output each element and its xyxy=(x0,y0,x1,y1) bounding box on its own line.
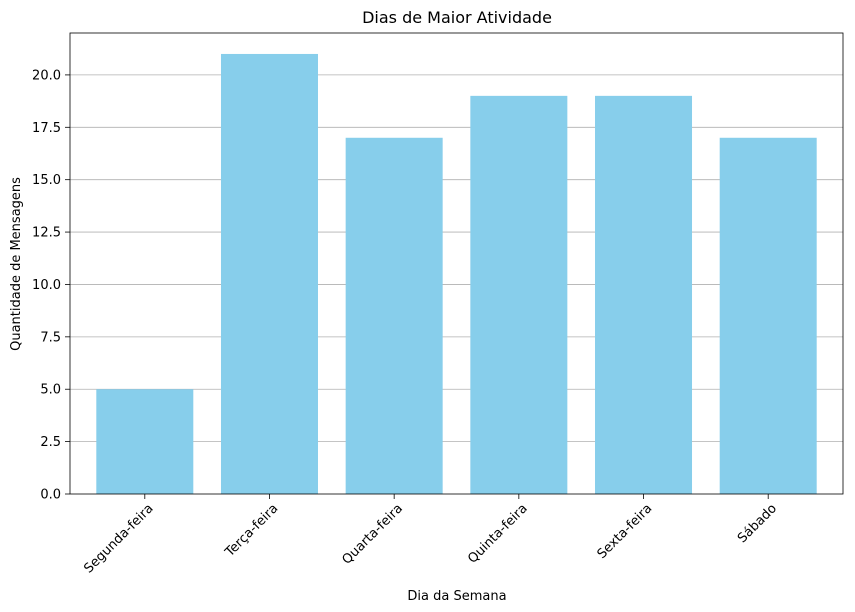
chart-title: Dias de Maior Atividade xyxy=(362,8,552,27)
x-tick-label: Quarta-feira xyxy=(339,501,406,568)
bars xyxy=(96,53,817,495)
x-tick-label: Sexta-feira xyxy=(595,501,656,562)
y-tick-label: 17.5 xyxy=(32,121,61,136)
y-axis-title: Quantidade de Mensagens xyxy=(9,177,24,351)
x-axis-title: Dia da Semana xyxy=(407,589,506,604)
x-tick-label: Sábado xyxy=(735,501,780,546)
y-tick-label: 5.0 xyxy=(40,383,61,398)
y-tick-label: 15.0 xyxy=(32,173,61,188)
bar-s-bado xyxy=(719,137,817,495)
y-tick-label: 10.0 xyxy=(32,278,61,293)
y-tick-label: 7.5 xyxy=(40,330,61,345)
y-tick-label: 12.5 xyxy=(32,226,61,241)
x-tick-label: Quinta-feira xyxy=(465,501,530,566)
grid-lines xyxy=(70,74,843,443)
bar-quarta-feira xyxy=(345,137,443,495)
bar-segunda-feira xyxy=(96,389,194,494)
x-tick-label: Segunda-feira xyxy=(81,501,156,576)
y-axis: 0.0 2.5 5.0 7.5 10.0 12.5 15.0 17.5 20.0 xyxy=(32,68,70,503)
y-tick-label: 0.0 xyxy=(40,488,61,503)
y-tick-label: 20.0 xyxy=(32,68,61,83)
bar-sexta-feira xyxy=(595,95,693,494)
bar-quinta-feira xyxy=(470,95,568,494)
axes-frame xyxy=(69,32,844,495)
plot-frame xyxy=(69,32,844,495)
x-axis: Segunda-feira Terça-feira Quarta-feira Quin… xyxy=(81,494,780,576)
bar-ter-a-feira xyxy=(220,53,318,495)
x-tick-label: Terça-feira xyxy=(222,501,281,560)
y-tick-label: 2.5 xyxy=(40,435,61,450)
